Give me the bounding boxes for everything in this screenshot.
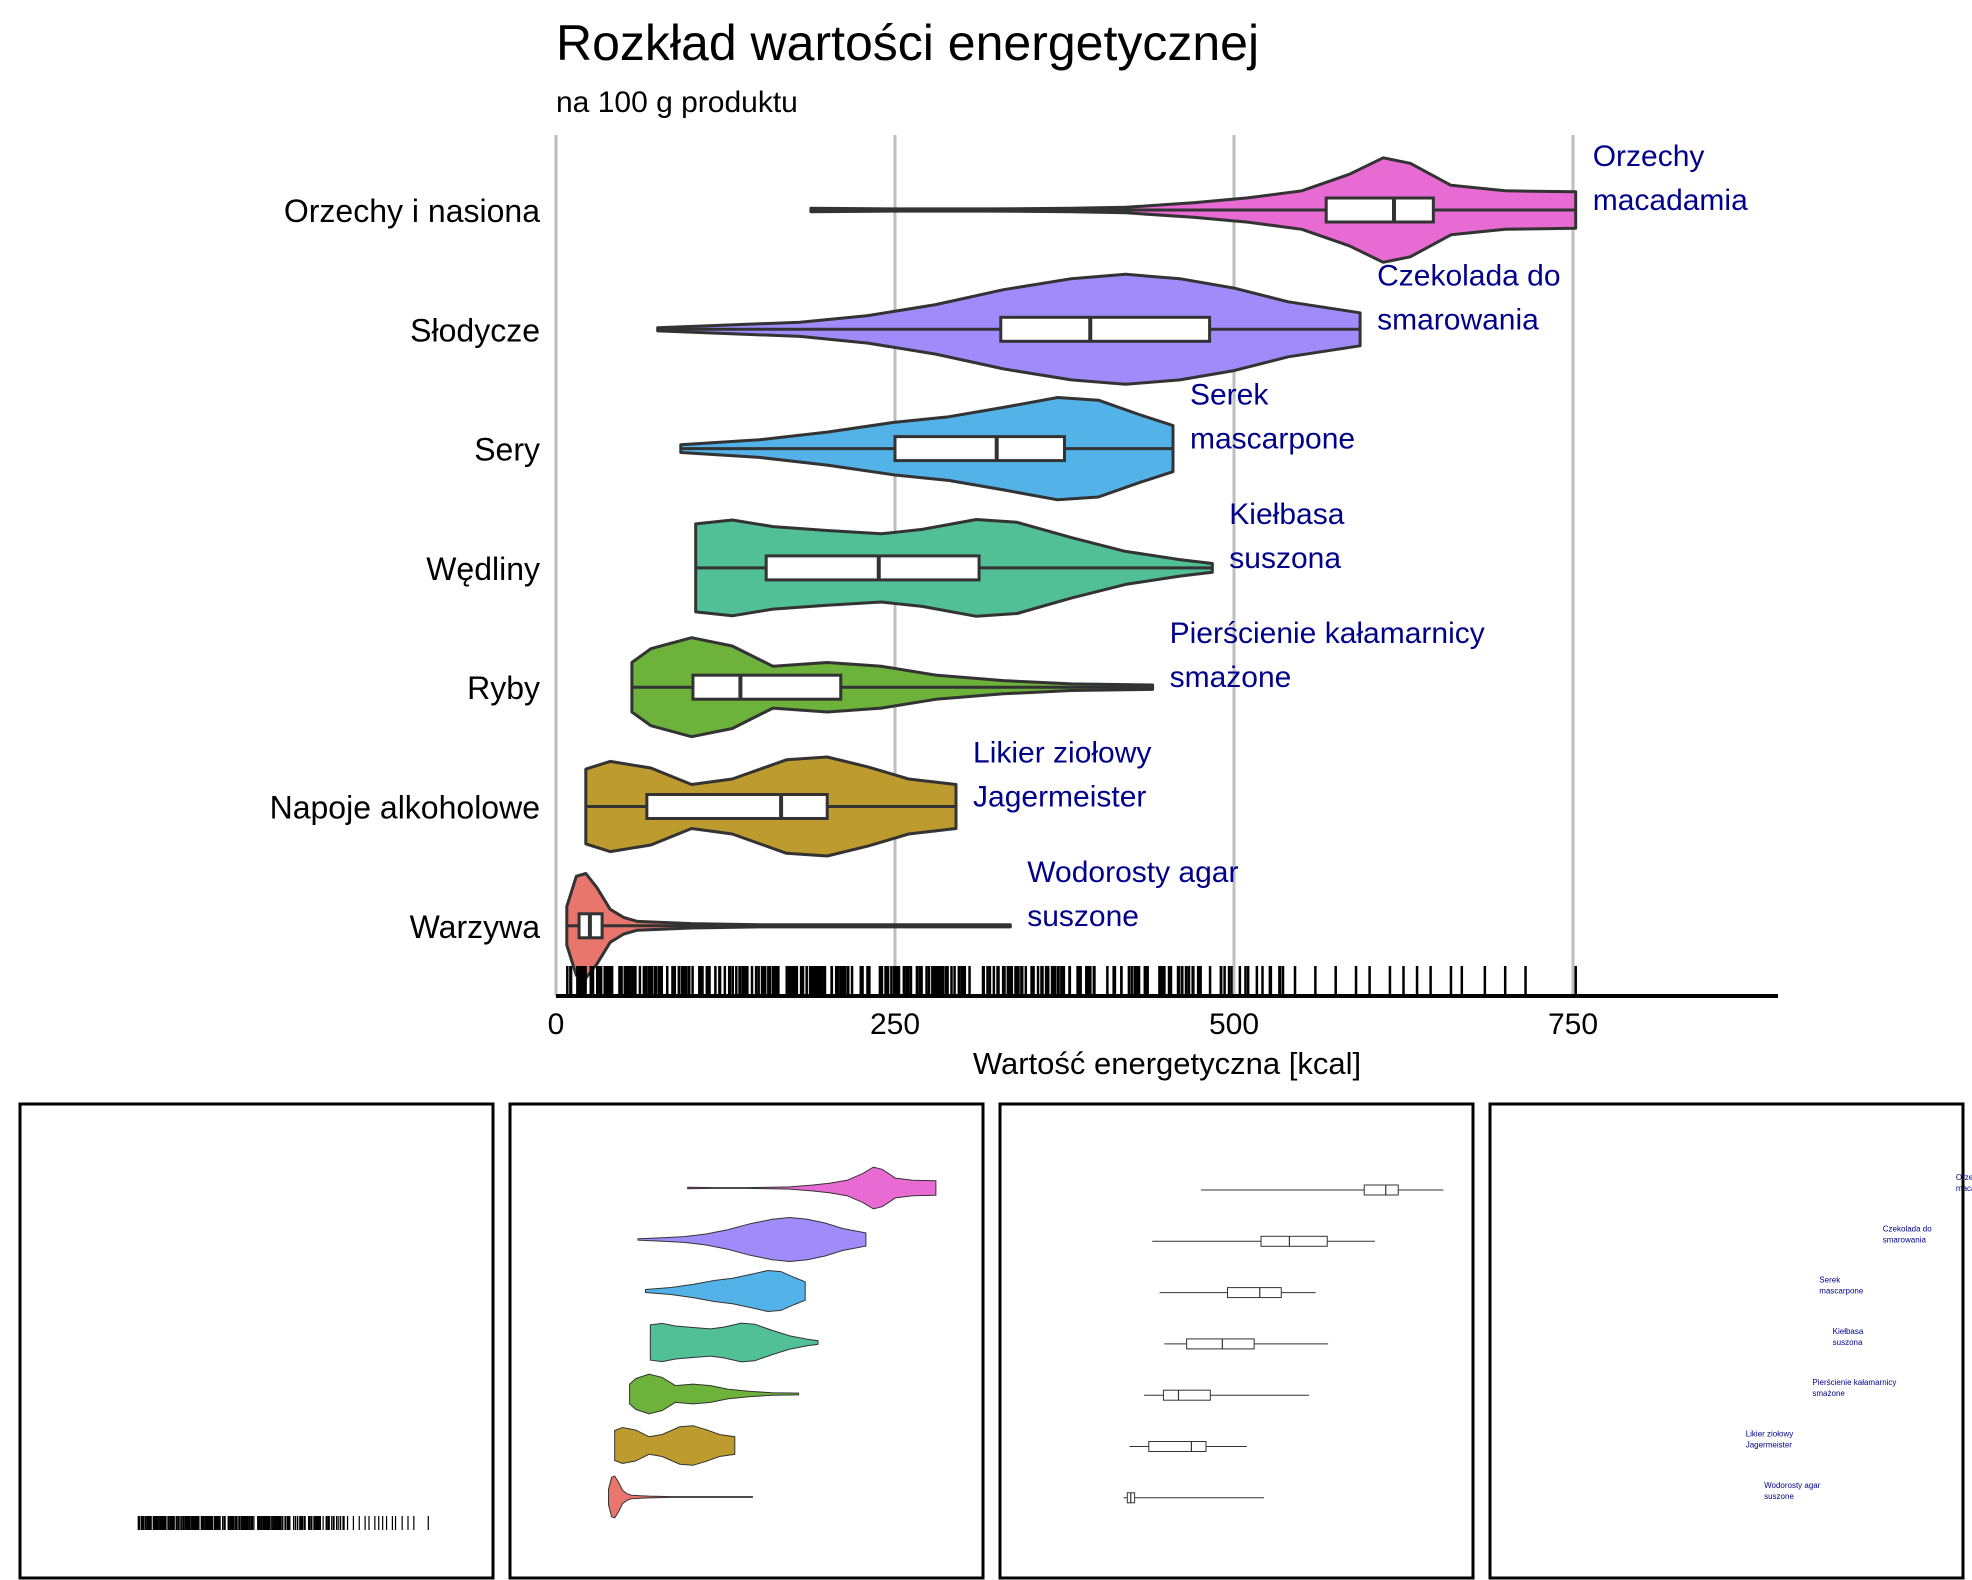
category-label: Napoje alkoholowe [270, 790, 540, 826]
annotation-label: suszona [1229, 542, 1341, 575]
category-label: Warzywa [410, 909, 541, 945]
annotation-label: smarowania [1377, 303, 1539, 336]
box-iqr [1363, 1184, 1399, 1196]
annotation-label: Pierścienie kałamarnicy [1170, 617, 1485, 650]
violin-shape [637, 1216, 867, 1263]
panel-boxplot [998, 1102, 1475, 1580]
panel-labels: Orzechy macadamia Czekolada do smarowania Se… [1488, 1102, 1972, 1580]
box-iqr [1162, 1389, 1211, 1401]
x-axis-label: Wartość energetyczna [kcal] [973, 1046, 1361, 1081]
annotation-label: suszone [1027, 900, 1139, 933]
annotation-label: mascarpone [1190, 423, 1355, 456]
box-iqr [645, 793, 829, 820]
annotation-label: smarowania [1883, 1235, 1927, 1244]
category-label: Słodycze [410, 312, 540, 348]
annotation-label: Orzechy [1956, 1173, 1972, 1182]
annotation-label: Jagermeister [973, 781, 1146, 814]
annotation-label: Orzechy [1593, 140, 1705, 173]
violin-layer [565, 156, 1578, 980]
category-label: Wędliny [426, 551, 540, 587]
panel-violin [508, 1102, 985, 1580]
category-label: Sery [474, 432, 540, 468]
category-label: Ryby [467, 670, 540, 706]
box-iqr [1148, 1441, 1207, 1452]
annotation-label: Wodorosty agar [1764, 1481, 1821, 1490]
annotation-layer: Orzechy macadamia Czekolada do smarowania Se… [973, 140, 1748, 933]
x-tick-labels: 0 250 500 750 [548, 1008, 1598, 1041]
annotation-label: Czekolada do [1883, 1224, 1932, 1233]
box-iqr [1260, 1235, 1328, 1247]
x-tick-label: 750 [1548, 1008, 1598, 1041]
annotation-label: macadamia [1593, 184, 1748, 217]
box-iqr [1186, 1338, 1255, 1350]
annotation-label: Pierścienie kałamarnicy [1812, 1378, 1896, 1387]
x-tick-label: 250 [870, 1008, 920, 1041]
x-tick-label: 0 [548, 1008, 565, 1041]
chart-subtitle: na 100 g produktu [556, 86, 798, 119]
rug-layer [566, 966, 1577, 996]
annotation-label: smażone [1170, 661, 1292, 694]
violin-shape [649, 1322, 819, 1363]
annotation-label: Kiełbasa [1229, 498, 1344, 531]
box-iqr [999, 315, 1212, 343]
annotation-label: Likier ziołowy [973, 737, 1151, 770]
annotation-label: Likier ziołowy [1746, 1430, 1794, 1439]
panel-rug [18, 1102, 495, 1580]
category-labels: Orzechy i nasiona Słodycze Sery Wędliny Ryby… [270, 193, 541, 945]
chart-title: Rozkład wartości energetycznej [556, 15, 1259, 71]
annotation-label: suszona [1833, 1338, 1863, 1347]
category-label: Orzechy i nasiona [284, 193, 540, 229]
x-tick-label: 500 [1209, 1008, 1259, 1041]
violin-shape [608, 1475, 753, 1519]
violin-shape [645, 1269, 806, 1313]
violin-shape [687, 1166, 937, 1210]
box-iqr [764, 554, 981, 582]
annotation-label: Czekolada do [1377, 259, 1560, 292]
panel-frame [18, 1102, 495, 1580]
annotation-label: mascarpone [1819, 1287, 1864, 1296]
box-iqr [893, 435, 1066, 463]
box-iqr [691, 673, 843, 701]
annotation-label: Kiełbasa [1833, 1327, 1864, 1336]
annotation-label: macadamia [1956, 1184, 1972, 1193]
annotation-label: smażone [1812, 1389, 1845, 1398]
annotation-label: Serek [1819, 1276, 1841, 1285]
panel-frame [1488, 1102, 1965, 1580]
annotation-label: Serek [1190, 379, 1269, 412]
box-iqr [1227, 1287, 1282, 1299]
gridlines [554, 135, 1575, 996]
violin-shape [629, 1373, 800, 1415]
annotation-label: Jagermeister [1746, 1441, 1793, 1450]
annotation-label: Wodorosty agar [1027, 856, 1238, 889]
box-iqr [1324, 196, 1435, 224]
violin-shape [614, 1425, 736, 1466]
annotation-label: suszone [1764, 1492, 1794, 1501]
